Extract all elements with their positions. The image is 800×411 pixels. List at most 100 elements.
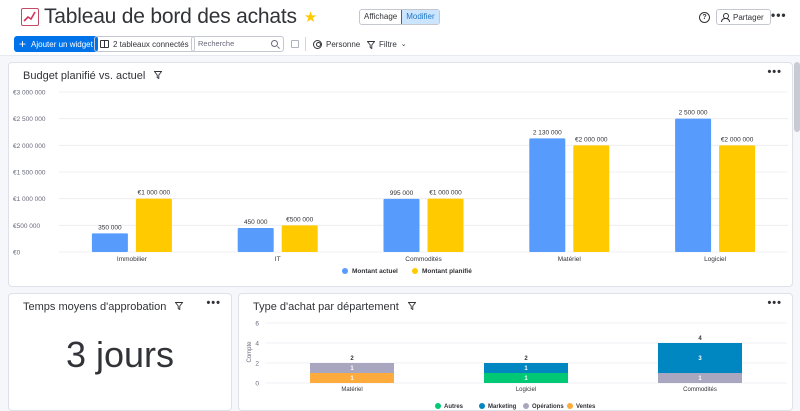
x-tick-label: Commodités <box>405 256 442 263</box>
bar <box>427 198 464 252</box>
bar <box>573 145 610 252</box>
bar <box>719 145 756 252</box>
mode-toggle: Affichage Modifier <box>359 9 440 25</box>
segment-label: 1 <box>524 376 528 382</box>
data-label: €500 000 <box>286 216 313 223</box>
search-input[interactable]: Recherche <box>191 36 284 52</box>
y-tick-label: 2 <box>255 361 259 368</box>
mode-view-button[interactable]: Affichage <box>364 12 398 21</box>
purchase-type-chart: 0 2 4 6 Compte 1 1 2 Matériel 1 1 2 Logiciel 1 3 4 Commo… <box>247 321 787 410</box>
x-tick-label: Logiciel <box>516 387 536 393</box>
bar-segment <box>310 373 394 383</box>
y-axis-label: Compte <box>247 341 253 363</box>
board-icon <box>100 40 109 48</box>
legend-label: Marketing <box>488 404 517 410</box>
approval-widget: Temps moyens d'approbation ••• 3 jours <box>8 293 232 411</box>
data-label: €1 000 000 <box>429 190 462 197</box>
filter-icon[interactable] <box>174 301 184 313</box>
toolbar-divider <box>305 37 306 51</box>
data-label: 2 130 000 <box>533 129 562 136</box>
approval-value: 3 jours <box>65 334 175 375</box>
filter-icon[interactable] <box>407 301 417 313</box>
favorite-star-icon[interactable]: ★ <box>303 9 318 26</box>
x-tick-label: Logiciel <box>704 256 727 263</box>
y-tick-label: €500 000 <box>13 223 40 230</box>
save-icon[interactable] <box>291 40 299 48</box>
bar <box>675 118 712 252</box>
share-button[interactable]: Partager <box>716 9 771 25</box>
approval-widget-title: Temps moyens d'approbation <box>23 301 167 313</box>
person-icon <box>313 39 322 49</box>
scrollbar[interactable] <box>794 62 800 132</box>
connected-boards-label: 2 tableaux connectés <box>113 39 189 49</box>
x-tick-label: IT <box>275 256 281 263</box>
segment-label: 3 <box>698 356 702 362</box>
data-label: €2 000 000 <box>575 136 608 143</box>
page-title[interactable]: Tableau de bord des achats <box>44 5 297 28</box>
purchase-type-widget: Type d'achat par département ••• 0 2 4 6 Com… <box>238 293 793 411</box>
purchase-type-widget-title: Type d'achat par département <box>253 301 399 313</box>
y-tick-label: €1 500 000 <box>13 170 46 177</box>
total-label: 2 <box>524 356 528 362</box>
chevron-down-icon: ⌄ <box>400 41 407 48</box>
y-tick-label: €1 000 000 <box>13 196 46 203</box>
legend-label: Ventes <box>576 404 596 410</box>
segment-label: 1 <box>350 366 354 372</box>
add-widget-label: Ajouter un widget <box>31 39 93 49</box>
legend-marker <box>567 403 573 409</box>
approval-widget-header: Temps moyens d'approbation <box>23 301 184 313</box>
legend-label: Montant actuel <box>352 268 398 275</box>
segment-label: 1 <box>524 366 528 372</box>
budget-widget: Budget planifié vs. actuel ••• €0 €500 00… <box>8 62 793 287</box>
header: Tableau de bord des achats ★ Affichage M… <box>0 0 800 34</box>
y-tick-label: 0 <box>255 381 259 388</box>
y-tick-label: €3 000 000 <box>13 90 46 97</box>
x-tick-label: Immobilier <box>117 256 148 263</box>
add-widget-button[interactable]: + Ajouter un widget <box>14 36 98 52</box>
x-tick-label: Matériel <box>341 387 362 393</box>
person-filter-button[interactable]: Personne <box>313 36 360 52</box>
toolbar: + Ajouter un widget 2 tableaux connectés… <box>0 34 800 56</box>
segment-label: 1 <box>698 376 702 382</box>
filter-icon[interactable] <box>153 70 163 82</box>
mode-edit-button[interactable]: Modifier <box>401 10 439 24</box>
budget-chart: €0 €500 000 €1 000 000 €1 500 000 €2 000 000… <box>13 90 788 275</box>
bar <box>237 228 274 252</box>
search-placeholder: Recherche <box>198 39 235 48</box>
bar <box>135 198 172 252</box>
segment-label: 1 <box>350 376 354 382</box>
plus-icon: + <box>19 37 27 51</box>
share-label: Partager <box>733 12 764 22</box>
bar-segment <box>484 363 568 373</box>
chart-increasing-icon <box>21 8 39 26</box>
filter-button[interactable]: Filtre ⌄ <box>367 36 407 52</box>
legend-label: Opérations <box>532 404 564 410</box>
filter-label: Filtre <box>379 39 397 49</box>
more-options-icon[interactable]: ••• <box>206 297 221 309</box>
bar-segment <box>310 363 394 373</box>
connected-boards-button[interactable]: 2 tableaux connectés <box>94 36 195 52</box>
data-label: 450 000 <box>244 219 268 226</box>
data-label: €1 000 000 <box>138 190 171 197</box>
more-options-icon[interactable]: ••• <box>767 66 782 78</box>
legend-marker <box>435 403 441 409</box>
more-options-icon[interactable]: ••• <box>771 8 787 22</box>
legend-label: Montant planifié <box>422 268 472 275</box>
data-label: 350 000 <box>98 224 122 231</box>
legend-marker <box>412 268 418 274</box>
purchase-type-widget-header: Type d'achat par département <box>253 301 417 313</box>
help-icon[interactable]: ? <box>699 12 710 23</box>
legend-marker <box>523 403 529 409</box>
y-tick-label: €0 <box>13 250 21 257</box>
bar-segment <box>658 373 742 383</box>
data-label: €2 000 000 <box>721 136 754 143</box>
person-label: Personne <box>326 39 361 49</box>
y-tick-label: 6 <box>255 321 259 328</box>
bar <box>383 198 420 252</box>
bar <box>91 233 128 252</box>
bar <box>529 138 566 252</box>
more-options-icon[interactable]: ••• <box>767 297 782 309</box>
y-tick-label: €2 500 000 <box>13 116 46 123</box>
total-label: 2 <box>350 356 354 362</box>
legend-marker <box>342 268 348 274</box>
